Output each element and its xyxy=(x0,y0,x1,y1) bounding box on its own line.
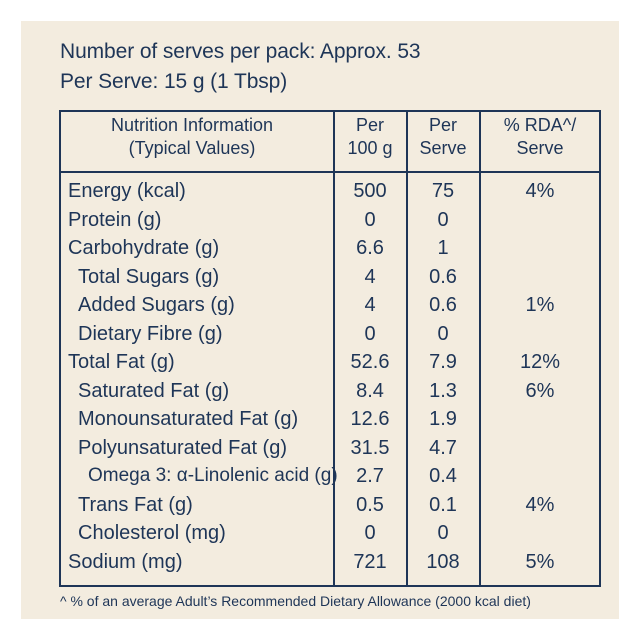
value-per-100g: 0 xyxy=(364,208,376,231)
serving-size: Per Serve: 15 g (1 Tbsp) xyxy=(60,70,288,93)
column-header-line: Serve xyxy=(516,138,564,158)
footnote: ^ % of an average Adult’s Recommended Di… xyxy=(60,593,531,609)
value-per-serve: 7.9 xyxy=(429,351,457,373)
nutrient-name: Energy (kcal) xyxy=(68,180,186,202)
value-rda: 12% xyxy=(519,351,561,373)
nutrient-name: Total Sugars (g) xyxy=(78,265,220,288)
column-divider xyxy=(406,112,408,585)
column-header-per-100g: Per 100 g xyxy=(335,114,405,160)
table-row: Saturated Fat (g) 8.4 1.3 6% xyxy=(61,377,599,406)
nutrient-name: Trans Fat (g) xyxy=(78,493,193,516)
serves-per-pack: Number of serves per pack: Approx. 53 xyxy=(60,40,421,63)
value-per-serve: 0 xyxy=(437,522,449,544)
nutrient-name: Omega 3: α-Linolenic acid (g) xyxy=(88,465,338,486)
table-row: Monounsaturated Fat (g) 12.6 1.9 xyxy=(61,405,599,434)
value-per-serve: 0.6 xyxy=(429,265,457,288)
value-rda: 6% xyxy=(525,379,555,402)
column-header-nutrient: Nutrition Information (Typical Values) xyxy=(61,114,323,160)
nutrient-rows: Energy (kcal) 500 75 4% Protein (g) 0 0 Carbohy… xyxy=(61,177,599,576)
table-row: Total Fat (g) 52.6 7.9 12% xyxy=(61,348,599,377)
value-per-serve: 0.6 xyxy=(429,294,457,316)
value-per-100g: 721 xyxy=(353,550,387,573)
value-rda: 1% xyxy=(525,294,555,316)
value-per-100g: 12.6 xyxy=(350,408,390,430)
table-row: Energy (kcal) 500 75 4% xyxy=(61,177,599,206)
nutrient-name: Protein (g) xyxy=(68,208,162,231)
column-header-line: % RDA^/ xyxy=(503,115,577,135)
header-divider xyxy=(61,171,599,173)
value-per-100g: 6.6 xyxy=(356,237,384,259)
value-rda: 5% xyxy=(525,550,555,573)
nutrient-name: Dietary Fibre (g) xyxy=(78,322,223,345)
column-header-rda: % RDA^/ Serve xyxy=(481,114,599,160)
nutrition-label: Number of serves per pack: Approx. 53 Pe… xyxy=(21,21,619,619)
nutrition-table: Nutrition Information (Typical Values) P… xyxy=(59,110,601,587)
value-per-serve: 1.3 xyxy=(429,379,457,402)
value-per-serve: 75 xyxy=(431,180,455,202)
value-per-100g: 8.4 xyxy=(356,379,384,402)
value-per-serve: 1.9 xyxy=(429,408,457,430)
column-header-line: Per xyxy=(355,115,384,135)
value-per-100g: 4 xyxy=(364,265,376,288)
column-divider xyxy=(333,112,335,585)
table-row: Carbohydrate (g) 6.6 1 xyxy=(61,234,599,263)
value-per-100g: 0 xyxy=(364,322,376,345)
value-per-serve: 108 xyxy=(426,550,460,573)
table-row: Protein (g) 0 0 xyxy=(61,206,599,235)
column-divider xyxy=(479,112,481,585)
table-row: Sodium (mg) 721 108 5% xyxy=(61,548,599,577)
value-per-serve: 0 xyxy=(437,322,449,345)
column-header-line: (Typical Values) xyxy=(128,138,256,158)
nutrient-name: Sodium (mg) xyxy=(68,550,183,573)
table-row: Polyunsaturated Fat (g) 31.5 4.7 xyxy=(61,434,599,463)
value-per-100g: 4 xyxy=(364,294,376,316)
value-per-serve: 0.4 xyxy=(429,465,457,487)
value-per-100g: 500 xyxy=(353,180,387,202)
column-header-line: 100 g xyxy=(347,138,393,158)
table-row: Added Sugars (g) 4 0.6 1% xyxy=(61,291,599,320)
value-per-100g: 0 xyxy=(364,522,376,544)
table-row: Trans Fat (g) 0.5 0.1 4% xyxy=(61,491,599,520)
value-per-100g: 2.7 xyxy=(356,465,384,487)
value-per-100g: 52.6 xyxy=(350,351,390,373)
nutrient-name: Polyunsaturated Fat (g) xyxy=(78,436,287,459)
value-per-serve: 1 xyxy=(437,237,449,259)
value-per-serve: 0.1 xyxy=(429,493,457,516)
nutrient-name: Total Fat (g) xyxy=(68,351,175,373)
column-header-line: Per xyxy=(428,115,457,135)
value-per-serve: 4.7 xyxy=(429,436,457,459)
nutrient-name: Monounsaturated Fat (g) xyxy=(78,408,299,430)
nutrient-name: Carbohydrate (g) xyxy=(68,237,220,259)
table-row: Omega 3: α-Linolenic acid (g) 2.7 0.4 xyxy=(61,462,599,491)
value-per-100g: 31.5 xyxy=(350,436,390,459)
value-per-serve: 0 xyxy=(437,208,449,231)
column-header-line: Serve xyxy=(419,138,467,158)
table-row: Dietary Fibre (g) 0 0 xyxy=(61,320,599,349)
nutrient-name: Added Sugars (g) xyxy=(78,294,235,316)
table-row: Total Sugars (g) 4 0.6 xyxy=(61,263,599,292)
value-rda: 4% xyxy=(525,493,555,516)
table-row: Cholesterol (mg) 0 0 xyxy=(61,519,599,548)
column-header-per-serve: Per Serve xyxy=(408,114,478,160)
value-per-100g: 0.5 xyxy=(356,493,384,516)
column-header-line: Nutrition Information xyxy=(110,115,274,135)
nutrient-name: Saturated Fat (g) xyxy=(78,379,230,402)
nutrient-name: Cholesterol (mg) xyxy=(78,522,226,544)
value-rda: 4% xyxy=(525,180,555,202)
